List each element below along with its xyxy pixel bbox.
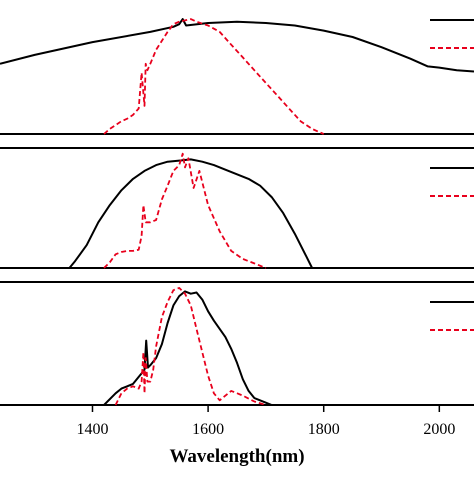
panel-3-series-2-line bbox=[114, 286, 267, 406]
panel-3-series-1-line bbox=[103, 290, 273, 406]
panel-1-series-2-line bbox=[103, 18, 325, 135]
x-axis-title: Wavelength(nm) bbox=[169, 446, 304, 467]
panel-1-series-1-line bbox=[0, 18, 474, 73]
x-tick-label-1: 1400 bbox=[76, 421, 108, 438]
panel-2-series-1-line bbox=[68, 158, 313, 269]
x-tick-label-3: 1800 bbox=[308, 421, 340, 438]
x-tick-label-4: 2000 bbox=[423, 421, 455, 438]
panel-2-series-2-line bbox=[103, 152, 267, 269]
x-tick-label-2: 1600 bbox=[192, 421, 224, 438]
